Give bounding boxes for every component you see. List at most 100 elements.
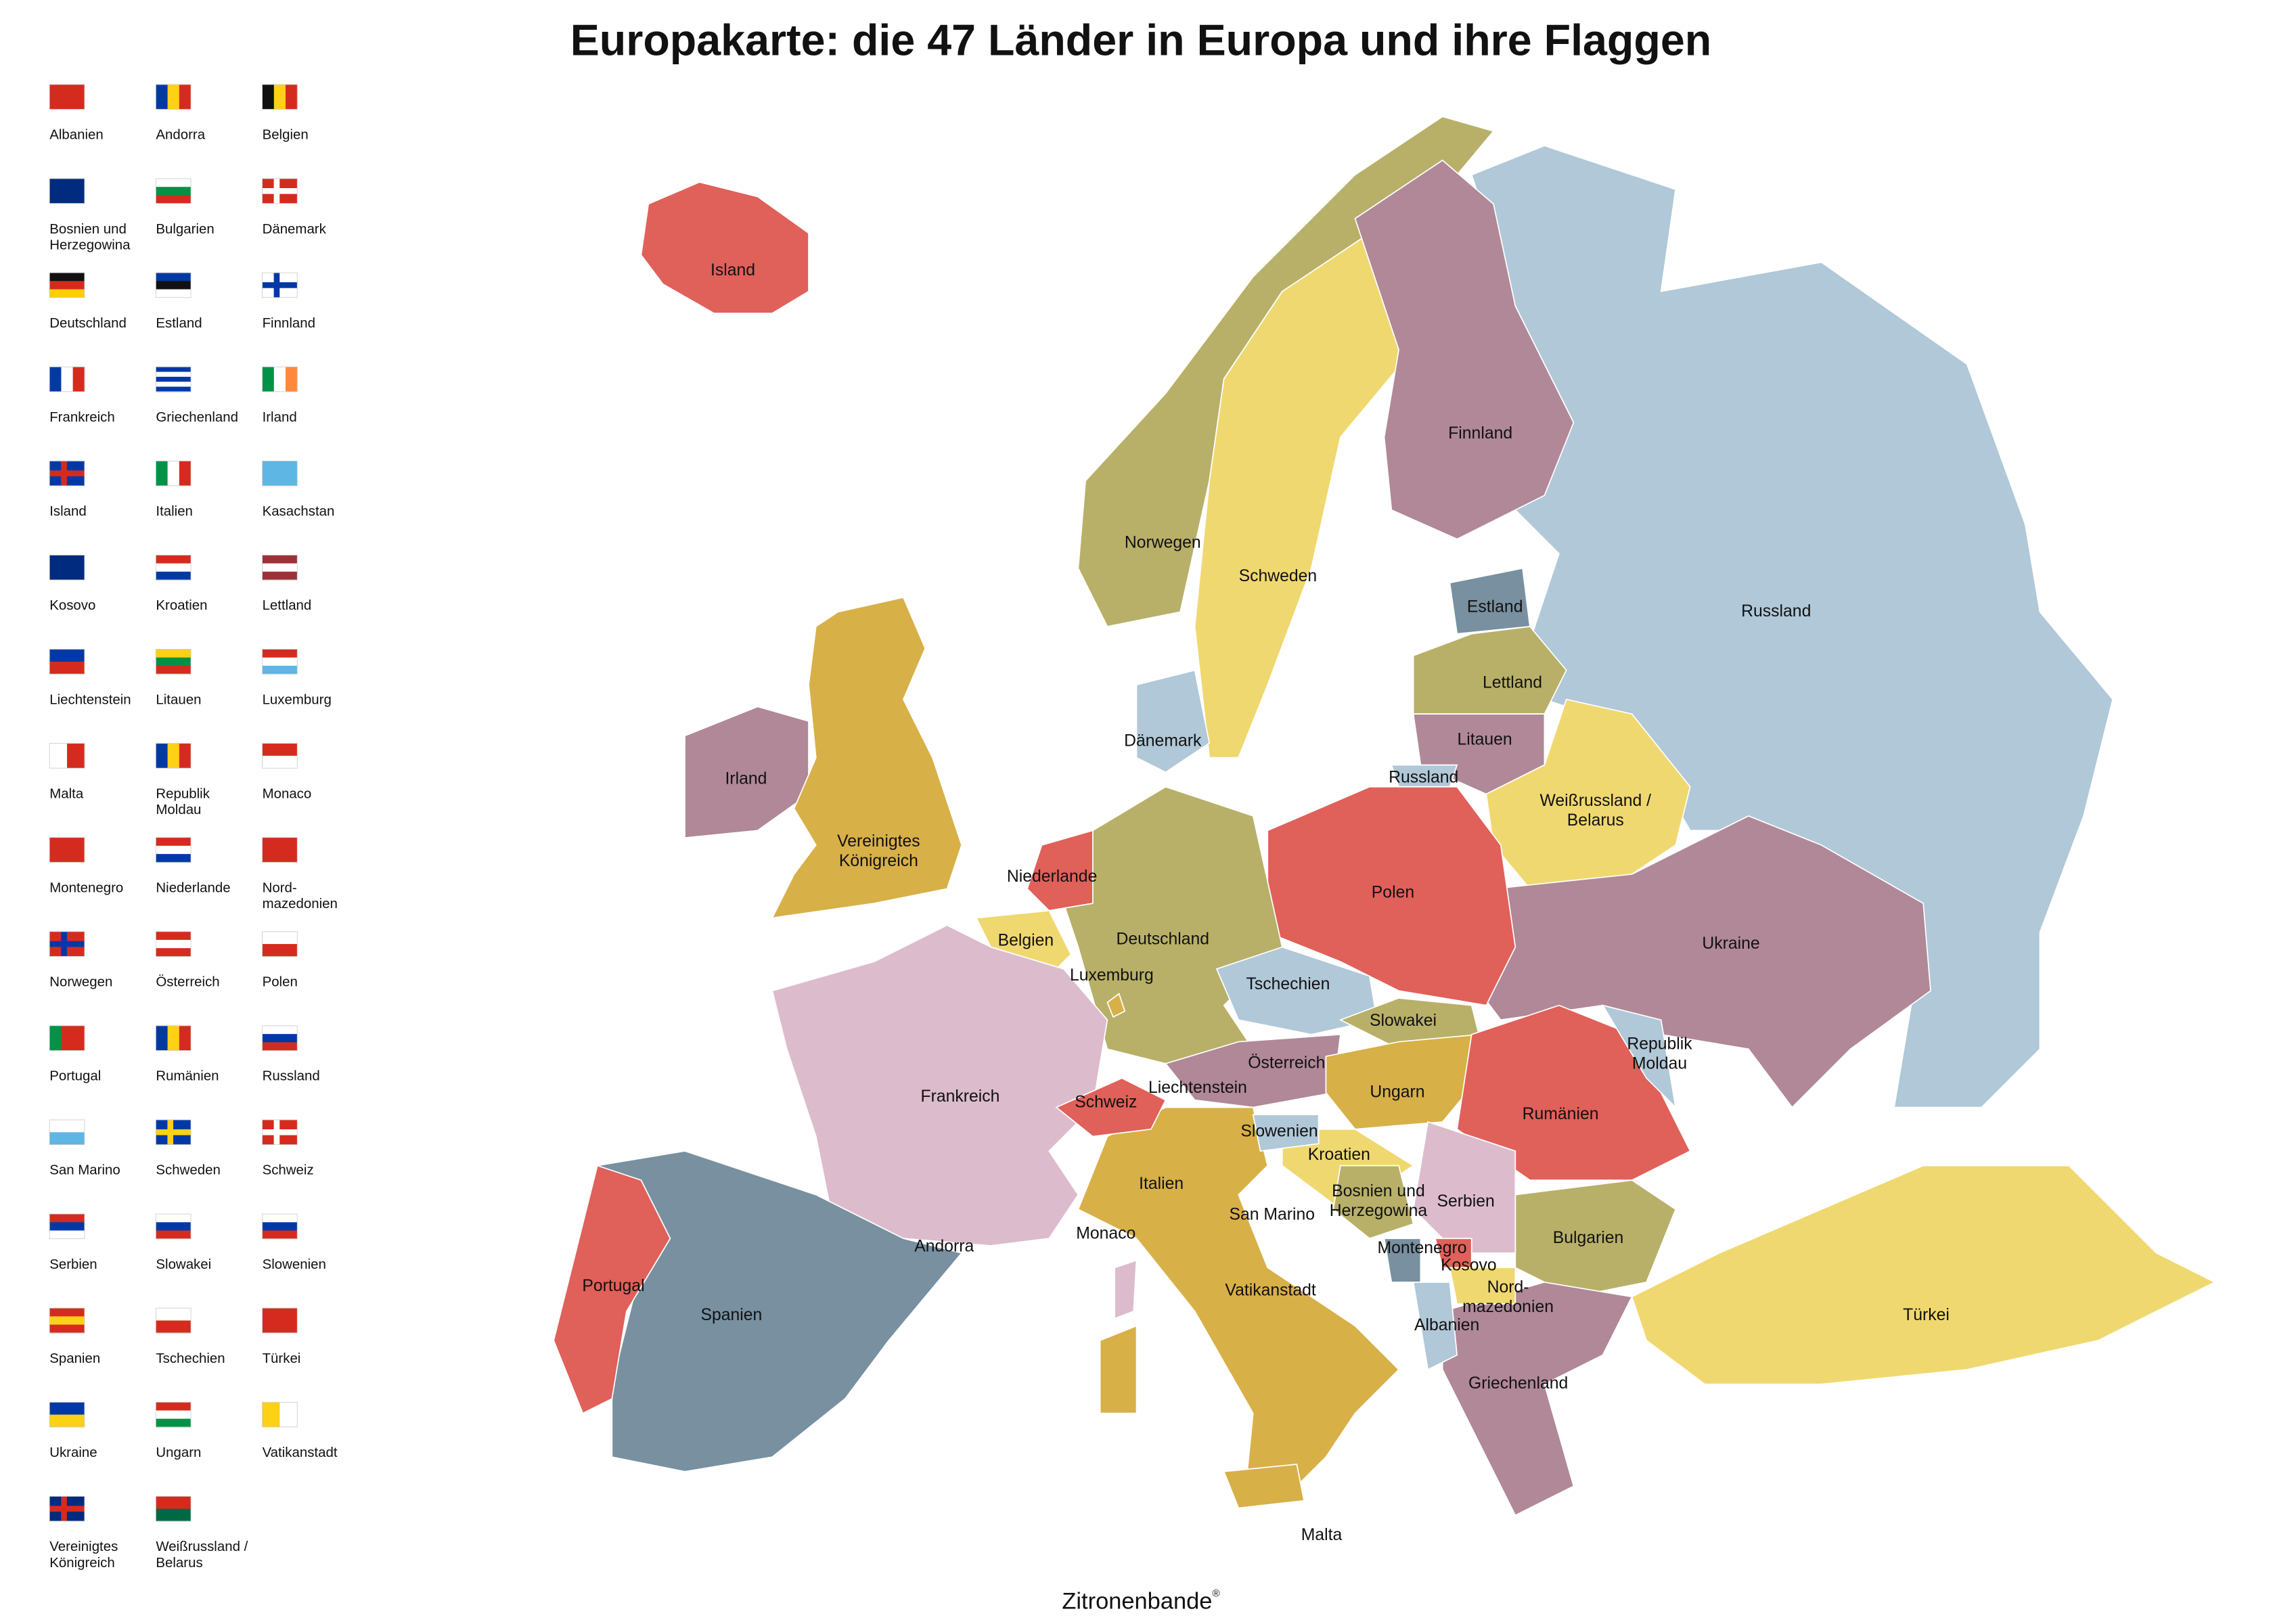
legend-entry: Schweiz xyxy=(262,1119,314,1178)
flag-border xyxy=(49,1401,85,1428)
country-label: Albanien xyxy=(1414,1316,1479,1334)
flag-stripe xyxy=(156,371,192,378)
flag-stripe xyxy=(156,376,192,382)
flag-border xyxy=(262,554,298,581)
flag-border xyxy=(262,84,298,110)
country-label: Liechtenstein xyxy=(1148,1079,1247,1097)
legend-entry: Irland xyxy=(262,366,298,425)
flag-stripe xyxy=(61,1025,74,1051)
flag-stripe xyxy=(156,195,192,204)
flag-stripe xyxy=(49,1414,85,1428)
country-label: Bulgarien xyxy=(1553,1229,1624,1247)
country-label: Irland xyxy=(725,770,767,788)
flag-cross xyxy=(273,1119,280,1145)
legend-entry: Schweden xyxy=(155,1119,221,1178)
flag-cross xyxy=(156,1129,192,1135)
flag-stripe xyxy=(273,84,286,110)
country-label: Russland xyxy=(1741,602,1811,621)
legend-label: Montenegro xyxy=(49,880,123,895)
flag-stripe xyxy=(262,649,298,658)
legend-label: Kasachstan xyxy=(263,503,335,519)
legend-label: Bosnien und xyxy=(49,221,127,237)
brand: Zitronenbande xyxy=(1062,1589,1212,1615)
legend-label: Rumänien xyxy=(156,1068,219,1084)
flag-cross xyxy=(49,470,85,476)
flag-field xyxy=(49,84,85,110)
flag-border xyxy=(155,743,192,769)
flag-border xyxy=(155,178,192,204)
legend-label: Ungarn xyxy=(156,1445,201,1460)
legend-entry: Nord-mazedonien xyxy=(262,837,338,911)
country-label: Ungarn xyxy=(1370,1083,1424,1101)
flag-cross xyxy=(61,1496,67,1521)
legend-label: Serbien xyxy=(49,1257,97,1272)
country-shape xyxy=(975,909,1072,977)
country-label: Griechenland xyxy=(1468,1374,1568,1393)
legend-label: Kroatien xyxy=(156,597,207,613)
country-shape xyxy=(1412,1281,1458,1371)
country-shape xyxy=(1252,1114,1320,1152)
flag-stripe xyxy=(262,571,298,581)
flag-border xyxy=(49,1307,85,1334)
legend-label: Andorra xyxy=(156,127,205,143)
flag-stripe xyxy=(262,931,298,945)
flag-cross xyxy=(61,461,67,486)
country-label: Nord- xyxy=(1487,1278,1529,1296)
map-shapes xyxy=(553,116,2216,1516)
flag-stripe xyxy=(156,461,168,486)
legend-entry: Kosovo xyxy=(49,554,95,613)
legend-entry: Kroatien xyxy=(155,554,208,613)
flag-stripe xyxy=(156,1410,192,1420)
legend-entry: Niederlande xyxy=(155,837,231,895)
flag-border xyxy=(155,649,192,675)
legend-entry: Deutschland xyxy=(49,272,127,331)
flag-stripe xyxy=(167,743,180,769)
legend-label: Königreich xyxy=(49,1555,115,1571)
flag-stripe xyxy=(167,84,180,110)
country-label: Belgien xyxy=(998,932,1054,950)
flag-stripe xyxy=(156,1496,192,1510)
flag-stripe xyxy=(156,281,192,290)
legend-label: Türkei xyxy=(263,1351,301,1366)
flag-border xyxy=(49,837,85,863)
flag-stripe xyxy=(262,367,275,392)
flag-stripe xyxy=(49,1308,85,1317)
flag-border xyxy=(49,460,85,487)
country-shape xyxy=(1106,993,1126,1018)
country-label: Polen xyxy=(1372,883,1414,901)
flag-stripe xyxy=(49,1222,85,1231)
legend-label: Albanien xyxy=(49,127,104,143)
flag-stripe xyxy=(167,1025,180,1051)
country-label: Norwegen xyxy=(1125,534,1201,552)
flag-border xyxy=(262,272,298,298)
flag-cross xyxy=(49,941,85,947)
flag-border xyxy=(155,931,192,957)
flag-stripe xyxy=(49,281,85,290)
flag-stripe xyxy=(156,948,192,957)
flag-stripe xyxy=(49,1119,85,1133)
flag-stripe xyxy=(262,1025,298,1035)
legend-entry: Vatikanstadt xyxy=(262,1401,338,1460)
flag-field xyxy=(49,555,85,580)
flag-cross xyxy=(262,1129,298,1135)
flag-stripe xyxy=(262,563,298,572)
flag-stripe xyxy=(262,1042,298,1051)
legend-entry: Italien xyxy=(155,460,193,519)
flag-cross xyxy=(262,282,298,288)
country-label: Lettland xyxy=(1483,673,1542,692)
country-label: Slowakei xyxy=(1370,1012,1437,1030)
legend-label: Liechtenstein xyxy=(49,692,131,707)
country-label: Niederlande xyxy=(1007,867,1097,886)
legend-entry: Polen xyxy=(262,931,298,990)
flag-border xyxy=(155,1119,192,1146)
country-label: Finnland xyxy=(1448,424,1512,443)
country-label: Estland xyxy=(1467,597,1523,616)
country-shape xyxy=(1441,1281,1633,1516)
flag-border xyxy=(49,743,85,769)
legend-label: Kosovo xyxy=(49,597,95,613)
flag-border xyxy=(155,272,192,298)
legend-label: Norwegen xyxy=(49,974,112,990)
legend-label: Österreich xyxy=(156,974,219,990)
flag-stripe xyxy=(72,367,85,392)
flag-stripe xyxy=(262,1034,298,1043)
